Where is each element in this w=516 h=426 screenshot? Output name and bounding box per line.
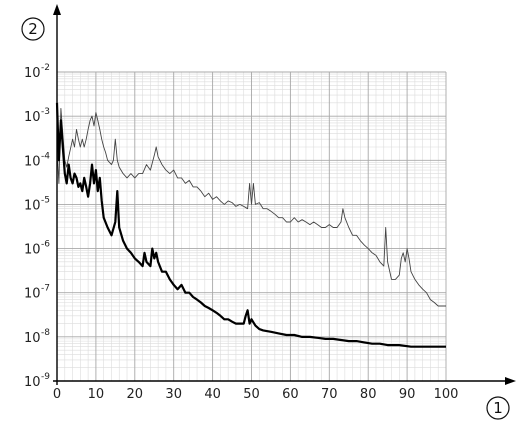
y-tick-base: 10	[24, 66, 41, 81]
x-tick-label: 30	[165, 387, 182, 402]
x-tick-label: 50	[243, 387, 260, 402]
y-tick-exponent: -4	[41, 151, 50, 161]
y-axis-marker: 2	[21, 17, 45, 41]
y-tick-label: 10 -9	[24, 372, 50, 390]
y-tick-exponent: -2	[41, 63, 50, 73]
y-tick-base: 10	[24, 287, 41, 302]
x-tick-label: 70	[321, 387, 338, 402]
y-tick-base: 10	[24, 154, 41, 169]
x-tick-label: 80	[360, 387, 377, 402]
x-tick-labels: 0 10 20 30 40 50 60 70 80 90 100	[53, 387, 459, 402]
x-tick-label: 60	[282, 387, 299, 402]
x-axis-marker-label: 1	[493, 399, 503, 417]
y-tick-exponent: -6	[41, 240, 50, 250]
y-tick-label: 10 -6	[24, 240, 50, 258]
x-tick-label: 0	[53, 387, 61, 402]
series-line-1-thin	[56, 107, 446, 307]
x-tick-label: 100	[434, 387, 459, 402]
y-tick-label: 10 -2	[24, 63, 50, 81]
y-tick-base: 10	[24, 243, 41, 258]
y-tick-exponent: -5	[41, 195, 50, 205]
y-tick-base: 10	[24, 110, 41, 125]
y-tick-base: 10	[24, 375, 41, 390]
major-grid	[56, 71, 447, 382]
y-tick-exponent: -9	[41, 372, 50, 382]
y-tick-exponent: -8	[41, 328, 50, 338]
x-axis-arrow	[505, 377, 516, 385]
y-tick-labels: 10-210-310-410-510-610-710-810-9	[24, 63, 50, 390]
y-tick-label: 10 -5	[24, 195, 50, 213]
x-tick-label: 90	[399, 387, 416, 402]
x-tick-label: 20	[127, 387, 144, 402]
y-axis-marker-label: 2	[28, 20, 38, 38]
y-tick-base: 10	[24, 331, 41, 346]
axes	[53, 4, 516, 385]
y-tick-exponent: -3	[41, 107, 50, 117]
x-tick-label: 40	[204, 387, 221, 402]
x-tick-label: 10	[88, 387, 105, 402]
y-tick-base: 10	[24, 198, 41, 213]
y-tick-label: 10 -7	[24, 284, 50, 302]
y-tick-exponent: -7	[41, 284, 50, 294]
series-layer	[55, 102, 446, 348]
series-line-2-thick	[55, 102, 446, 348]
y-axis-arrow	[53, 4, 61, 15]
y-tick-label: 10 -3	[24, 107, 50, 125]
x-axis-marker: 1	[486, 396, 510, 420]
y-tick-label: 10 -8	[24, 328, 50, 346]
y-tick-label: 10 -4	[24, 151, 50, 169]
